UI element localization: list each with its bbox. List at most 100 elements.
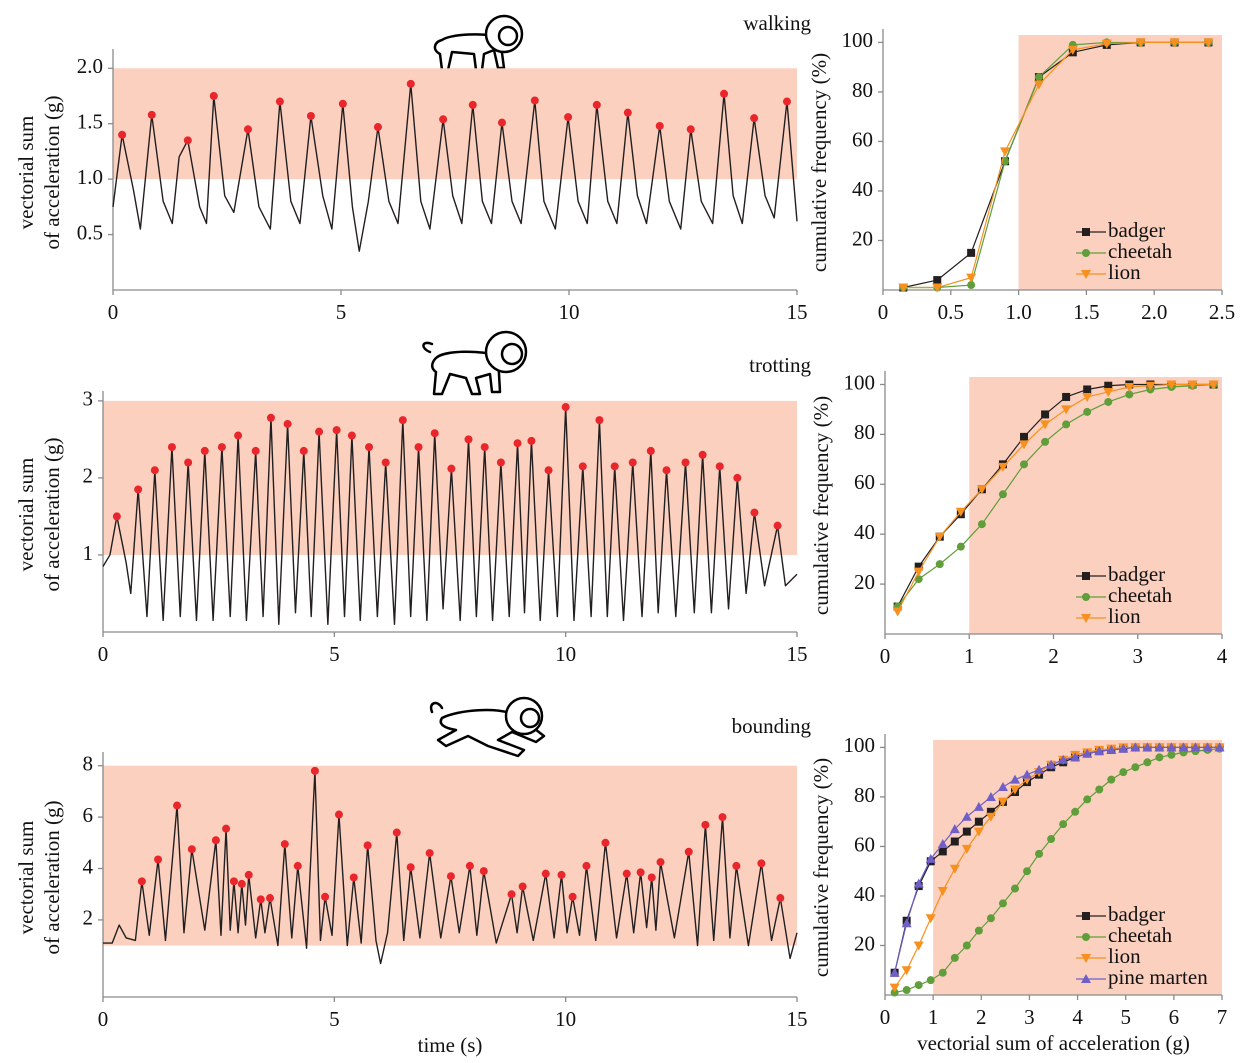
marker xyxy=(568,892,577,901)
marker xyxy=(1047,835,1056,844)
y-tick-label: 20 xyxy=(852,226,873,250)
marker xyxy=(464,435,473,444)
marker xyxy=(200,446,209,455)
marker xyxy=(1214,742,1225,752)
y-axis-label: cumulative frequency (%) xyxy=(809,396,833,615)
marker xyxy=(237,879,246,888)
marker xyxy=(732,861,741,870)
x-tick-label: 0.5 xyxy=(938,300,964,324)
marker xyxy=(150,466,159,475)
marker xyxy=(183,136,192,145)
y-tick-label: 20 xyxy=(854,570,875,594)
panel-label: walking xyxy=(743,11,811,35)
x-tick-label: 15 xyxy=(787,300,808,324)
marker xyxy=(967,281,976,290)
marker xyxy=(1167,750,1176,759)
marker xyxy=(776,894,785,903)
marker xyxy=(938,968,947,977)
series-line xyxy=(894,748,1220,994)
marker xyxy=(530,96,539,105)
marker xyxy=(1033,80,1044,90)
marker xyxy=(347,431,356,440)
marker xyxy=(1035,849,1044,858)
marker xyxy=(935,560,944,569)
series-line xyxy=(894,746,1220,973)
marker xyxy=(439,115,448,124)
x-tick-label: 1 xyxy=(964,644,975,668)
y-tick-label: 4 xyxy=(83,854,94,878)
threshold-band xyxy=(969,377,1222,634)
marker xyxy=(310,766,319,775)
marker xyxy=(187,845,196,854)
legend-marker xyxy=(1082,572,1090,580)
lion-icon xyxy=(422,330,528,396)
marker xyxy=(134,485,143,494)
marker xyxy=(966,273,977,283)
legend-label: cheetah xyxy=(1108,583,1173,607)
y-tick-label: 100 xyxy=(842,28,874,52)
marker xyxy=(898,283,909,293)
marker xyxy=(1023,867,1032,876)
x-tick-label: 2 xyxy=(1048,644,1059,668)
marker xyxy=(950,837,959,846)
marker xyxy=(1202,742,1213,752)
marker xyxy=(256,895,265,904)
marker xyxy=(1070,752,1081,762)
y-tick-label: 80 xyxy=(852,78,873,102)
x-tick-label: 5 xyxy=(329,642,340,666)
y-tick-label: 40 xyxy=(854,520,875,544)
marker xyxy=(986,914,995,923)
marker xyxy=(1034,73,1043,82)
marker xyxy=(720,89,729,98)
marker xyxy=(1203,38,1214,48)
marker xyxy=(1071,807,1080,816)
x-tick-label: 10 xyxy=(555,1007,576,1031)
marker xyxy=(381,458,390,467)
marker xyxy=(662,466,671,475)
marker xyxy=(582,861,591,870)
marker xyxy=(266,894,275,903)
x-tick-label: 15 xyxy=(787,1007,808,1031)
marker xyxy=(601,838,610,847)
x-tick-label: 5 xyxy=(1120,1005,1131,1029)
y-tick-label: 1.0 xyxy=(77,165,103,189)
marker xyxy=(1178,742,1189,752)
marker xyxy=(1009,774,1020,784)
x-tick-label: 15 xyxy=(787,642,808,666)
marker xyxy=(592,100,601,109)
marker xyxy=(1095,785,1104,794)
marker xyxy=(425,849,434,858)
marker xyxy=(985,812,996,822)
marker xyxy=(773,521,782,530)
marker xyxy=(955,507,966,517)
x-tick-label: 0 xyxy=(98,642,109,666)
marker xyxy=(1067,45,1078,55)
marker xyxy=(306,111,315,120)
series-line xyxy=(112,83,798,252)
marker xyxy=(1059,820,1068,829)
marker xyxy=(217,443,226,452)
marker xyxy=(938,847,947,856)
marker xyxy=(1061,405,1072,415)
marker xyxy=(892,607,903,617)
marker xyxy=(321,892,330,901)
marker xyxy=(647,873,656,882)
marker xyxy=(750,508,759,517)
lion-icon xyxy=(433,14,524,72)
x-tick-label: 3 xyxy=(1133,644,1144,668)
series-line xyxy=(102,406,798,625)
y-tick-label: 100 xyxy=(844,733,876,757)
marker xyxy=(173,801,182,810)
marker xyxy=(956,542,965,551)
marker xyxy=(1135,38,1146,48)
y-tick-label: 2 xyxy=(83,464,94,488)
marker xyxy=(913,878,924,888)
y-tick-label: 60 xyxy=(854,470,875,494)
marker xyxy=(628,458,637,467)
legend-marker xyxy=(1082,593,1090,601)
y-axis-label: vectorial sum xyxy=(14,821,38,935)
marker xyxy=(701,820,710,829)
x-tick-label: 4 xyxy=(1072,1005,1083,1029)
x-tick-label: 5 xyxy=(329,1007,340,1031)
marker xyxy=(914,575,923,584)
